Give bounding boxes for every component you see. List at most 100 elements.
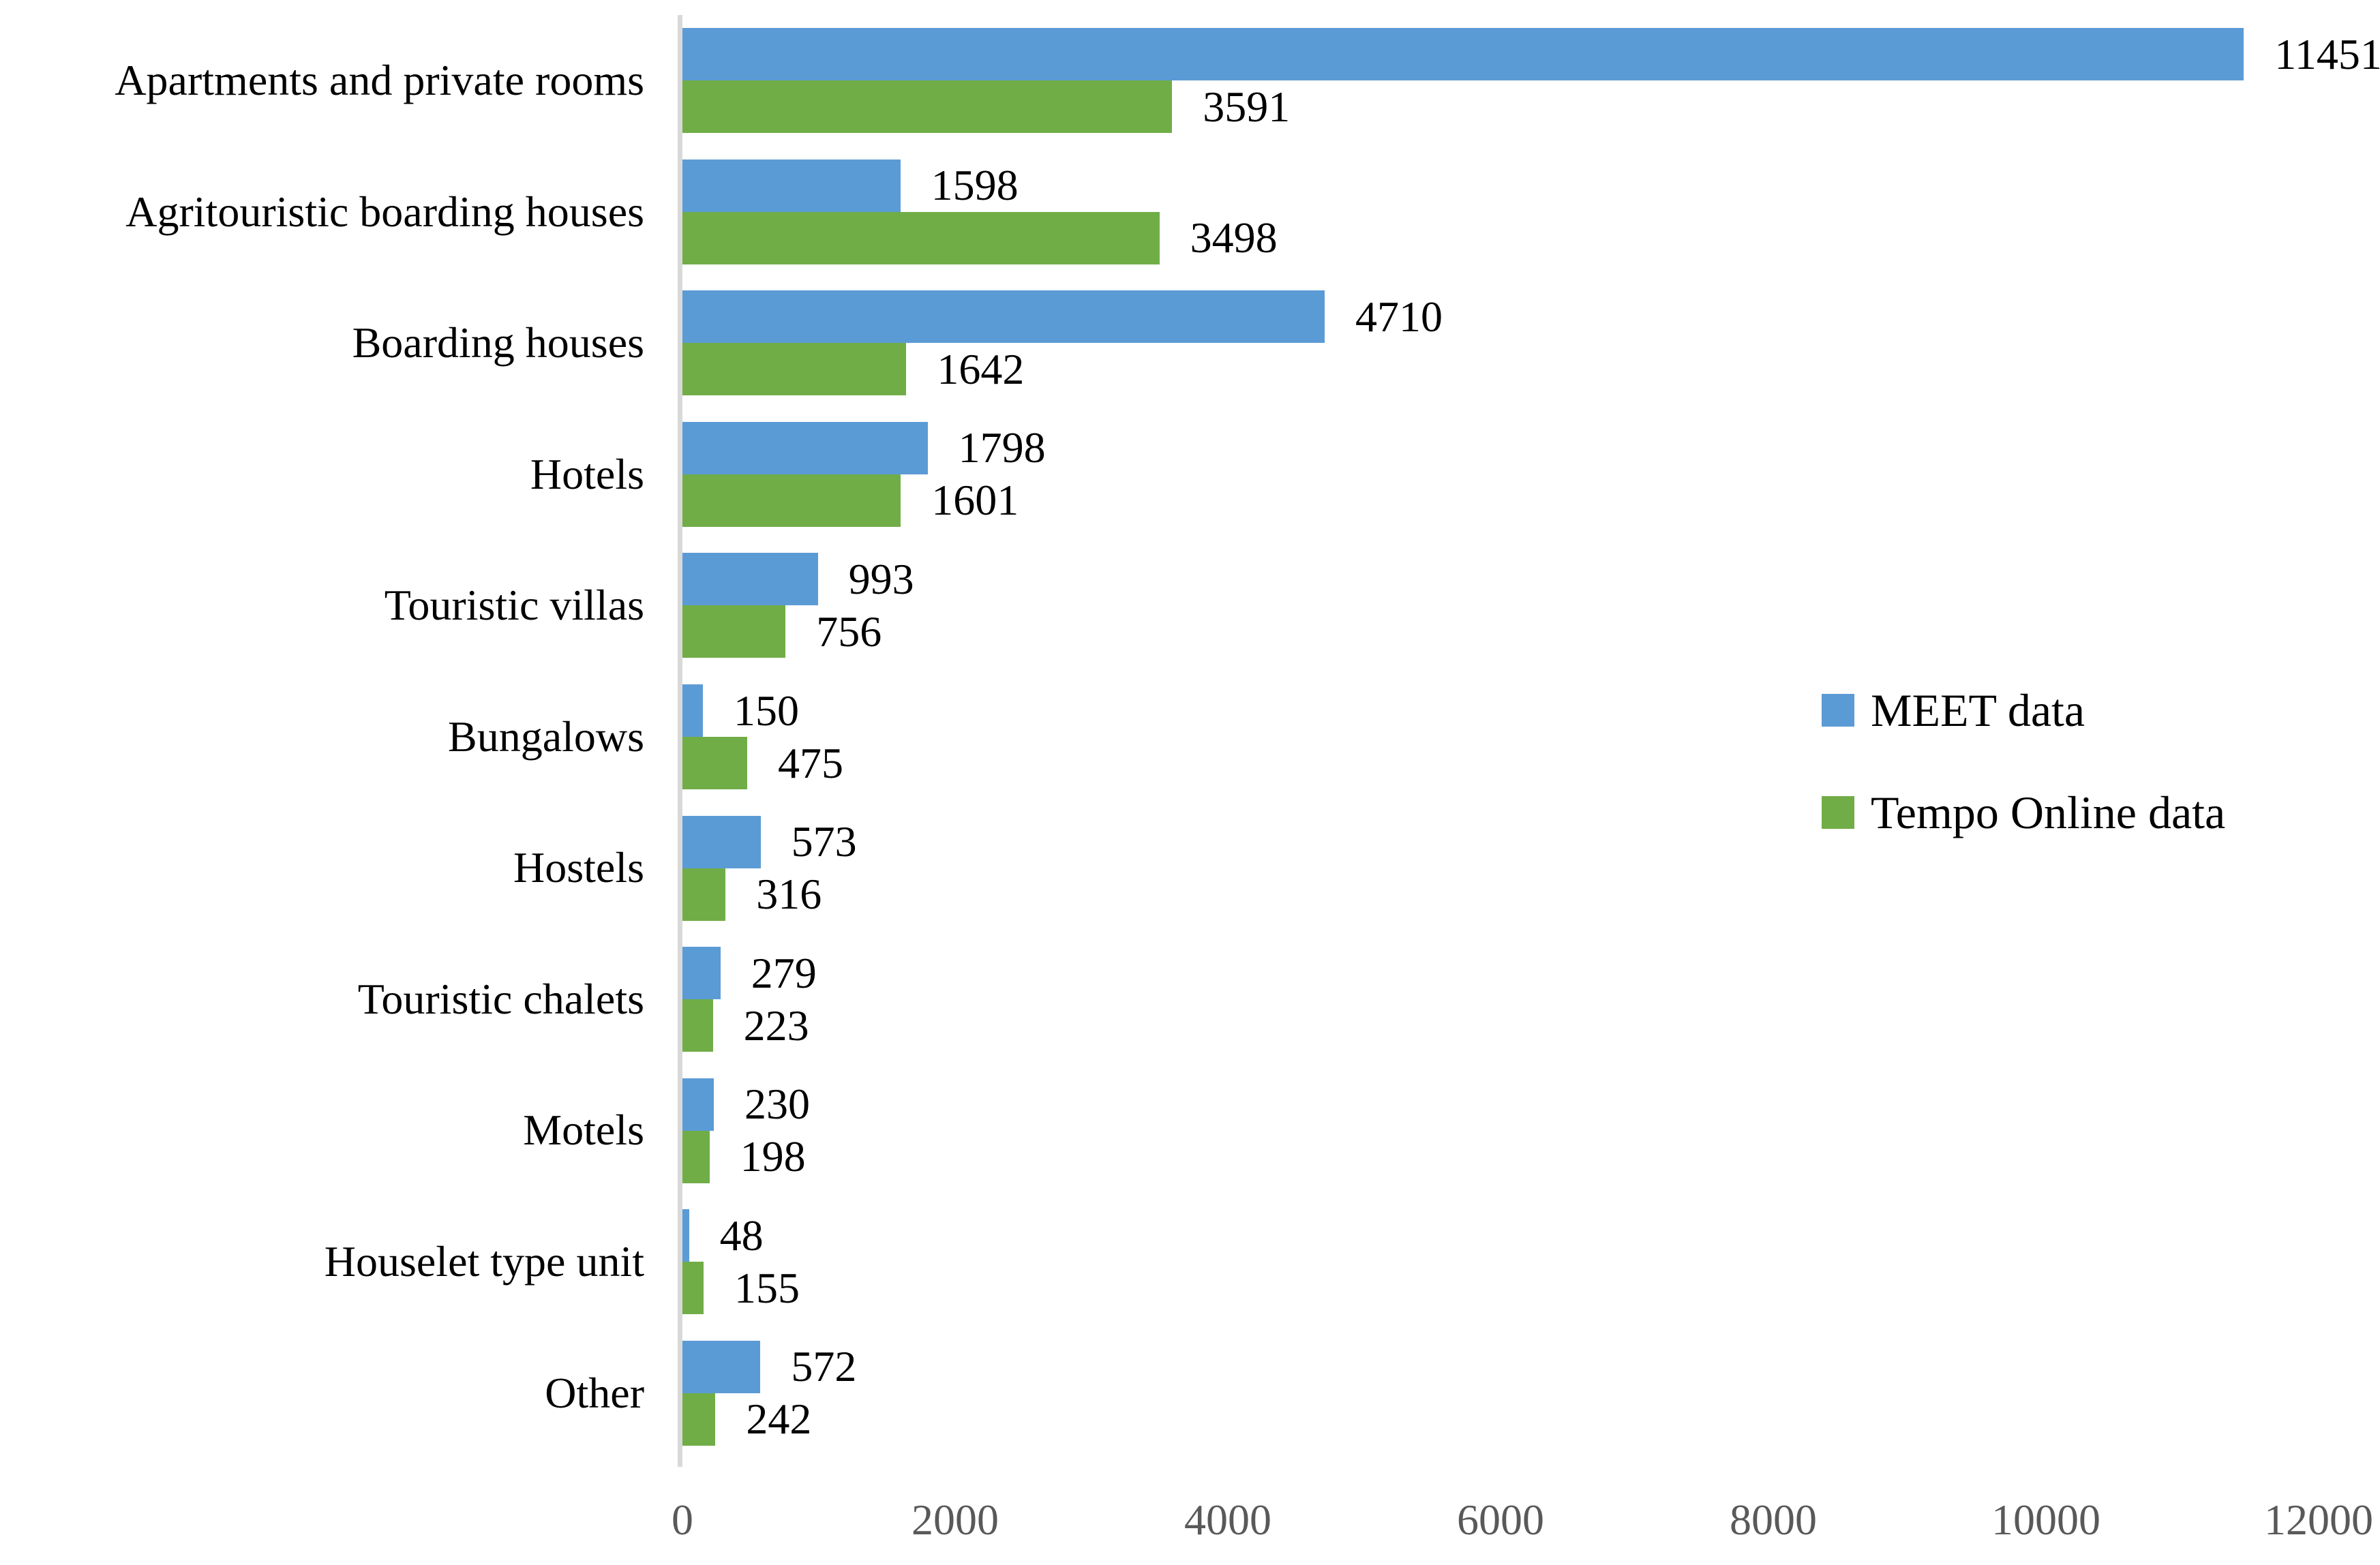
bar-with-label: 316	[682, 868, 2319, 921]
bar-value-label: 230	[744, 1080, 810, 1129]
category-label: Agritouristic boarding houses	[125, 187, 644, 236]
bar-with-label: 1798	[682, 421, 2319, 474]
bar-with-label: 11451	[682, 28, 2380, 81]
bar-value-label: 573	[791, 817, 857, 866]
tempo-online-data-bar	[682, 605, 786, 658]
bar-value-label: 1601	[931, 476, 1019, 525]
tempo-online-data-bar	[682, 1130, 710, 1183]
bar-with-label: 756	[682, 605, 2319, 658]
meet-data-bar	[682, 1340, 761, 1393]
category-label: Touristic chalets	[357, 974, 644, 1023]
x-tick-label: 4000	[1184, 1495, 1271, 1544]
x-tick-label: 0	[672, 1495, 693, 1544]
category-label: Motels	[523, 1106, 644, 1155]
legend-label-tempo-online-data: Tempo Online data	[1871, 787, 2226, 838]
category-label: Hotels	[530, 449, 644, 498]
bar-value-label: 1598	[931, 161, 1019, 210]
bar-value-label: 316	[756, 870, 822, 919]
bar-value-label: 572	[791, 1342, 857, 1391]
tempo-online-data-bar	[682, 868, 726, 921]
x-axis-tick-labels: 0 2000 4000 6000 8000 10000 12000	[672, 1495, 2373, 1560]
meet-data-bar	[682, 815, 761, 868]
bar-value-label: 223	[743, 1001, 809, 1050]
tempo-online-data-bar	[682, 1393, 716, 1446]
bar-value-label: 475	[778, 738, 843, 787]
meet-data-bar	[682, 290, 1325, 344]
bar-group-row: 48 155	[682, 1196, 2319, 1328]
tempo-online-data-bar	[682, 737, 747, 789]
bar-group-row: 572 242	[682, 1327, 2319, 1459]
meet-data-bar	[682, 947, 721, 1000]
bar-value-label: 3591	[1203, 82, 1291, 131]
tempo-online-data-bar	[682, 80, 1173, 134]
bar-with-label: 230	[682, 1078, 2319, 1131]
legend-label-meet-data: MEET data	[1871, 684, 2085, 736]
meet-data-bar	[682, 1209, 689, 1262]
bar-value-label: 3498	[1190, 213, 1278, 262]
bar-with-label: 475	[682, 737, 2319, 789]
bar-value-label: 279	[751, 948, 817, 997]
tempo-online-data-legend-swatch	[1822, 796, 1854, 829]
bar-with-label: 150	[682, 684, 2319, 737]
bar-with-label: 242	[682, 1393, 2319, 1446]
tempo-online-data-bar	[682, 211, 1160, 264]
category-label: Apartments and private rooms	[115, 56, 644, 105]
category-label: Touristic villas	[384, 581, 644, 630]
bar-with-label: 4710	[682, 290, 2319, 344]
legend-item-tempo-online-data: Tempo Online data	[1822, 789, 2225, 836]
bar-with-label: 1598	[682, 159, 2319, 212]
meet-data-bar	[682, 159, 901, 212]
x-tick-label: 12000	[2264, 1495, 2373, 1544]
bar-value-label: 48	[719, 1211, 764, 1260]
x-tick-label: 2000	[912, 1495, 999, 1544]
category-label: Other	[545, 1368, 644, 1417]
tempo-online-data-bar	[682, 474, 901, 527]
bar-with-label: 223	[682, 999, 2319, 1052]
y-axis-line	[678, 15, 682, 1467]
bar-with-label: 572	[682, 1340, 2319, 1393]
bar-group-row: 1798 1601	[682, 409, 2319, 541]
bar-group-row: 4710 1642	[682, 277, 2319, 409]
meet-data-bar	[682, 1078, 714, 1131]
x-tick-label: 6000	[1457, 1495, 1544, 1544]
meet-data-bar	[682, 28, 2244, 81]
tempo-online-data-bar	[682, 1262, 704, 1315]
bar-value-label: 198	[740, 1132, 806, 1181]
legend: MEET data Tempo Online data	[1822, 687, 2225, 836]
category-label: Hostels	[513, 843, 644, 892]
bar-with-label: 3591	[682, 80, 2319, 134]
bar-with-label: 48	[682, 1209, 2319, 1262]
bar-value-label: 1798	[958, 423, 1046, 472]
bar-value-label: 11451	[2274, 29, 2380, 78]
x-tick-label: 8000	[1730, 1495, 1817, 1544]
category-label: Bungalows	[448, 712, 644, 761]
meet-data-bar	[682, 421, 928, 474]
y-axis-category-labels: Apartments and private rooms Agritouristi…	[0, 15, 644, 1459]
bar-value-label: 756	[816, 607, 882, 656]
bar-value-label: 993	[848, 554, 914, 603]
bar-with-label: 3498	[682, 211, 2319, 264]
meet-data-legend-swatch	[1822, 694, 1854, 727]
bar-group-row: 1598 3498	[682, 147, 2319, 278]
bar-with-label: 1601	[682, 474, 2319, 527]
meet-data-bar	[682, 684, 703, 737]
bar-value-label: 155	[734, 1263, 800, 1312]
tempo-online-data-bar	[682, 343, 907, 396]
bar-value-label: 150	[734, 686, 799, 735]
category-label: Boarding houses	[352, 318, 644, 367]
bar-group-row: 11451 3591	[682, 15, 2380, 147]
bar-with-label: 279	[682, 947, 2319, 1000]
bar-with-label: 198	[682, 1130, 2319, 1183]
bar-value-label: 242	[746, 1395, 812, 1444]
bar-value-label: 4710	[1355, 292, 1443, 341]
x-tick-label: 10000	[1991, 1495, 2100, 1544]
bar-group-row: 573 316	[682, 802, 2319, 934]
tempo-online-data-bar	[682, 999, 713, 1052]
bar-with-label: 1642	[682, 343, 2319, 396]
bar-with-label: 993	[682, 553, 2319, 606]
bar-group-row: 279 223	[682, 934, 2319, 1065]
bar-group-row: 150 475	[682, 671, 2319, 803]
plot-area: 11451 3591 1598 3498 4710 1642 1798 1601 993 756 1…	[678, 15, 2380, 1467]
bar-group-row: 993 756	[682, 540, 2319, 671]
